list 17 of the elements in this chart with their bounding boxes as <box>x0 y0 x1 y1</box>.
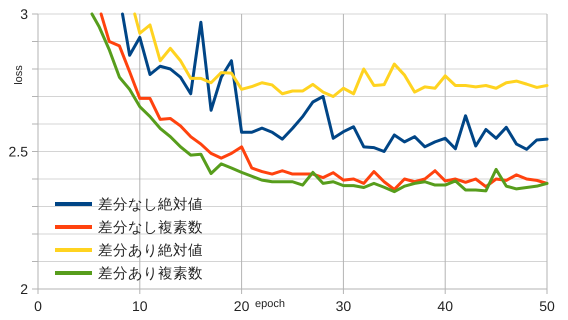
legend-label: 差分なし複素数 <box>98 219 203 236</box>
x-axis-title: epoch <box>255 298 285 310</box>
x-tick-label: 10 <box>132 298 148 314</box>
x-tick-label: 0 <box>34 298 42 314</box>
x-tick-label: 40 <box>437 298 454 314</box>
y-tick-label: 2.5 <box>8 143 28 160</box>
x-tick-label: 30 <box>336 298 352 314</box>
y-tick-label: 2 <box>20 280 28 297</box>
line-series <box>120 12 548 153</box>
x-tick-label: 50 <box>539 298 555 314</box>
legend-label: 差分あり複素数 <box>98 265 203 282</box>
legend-label: 差分あり絶対値 <box>98 242 203 259</box>
x-tick-label: 20 <box>234 298 250 314</box>
y-axis-title: loss <box>13 64 25 85</box>
line-series <box>133 12 548 98</box>
y-tick-label: 3 <box>20 6 28 22</box>
legend-label: 差分なし絶対値 <box>98 196 203 213</box>
